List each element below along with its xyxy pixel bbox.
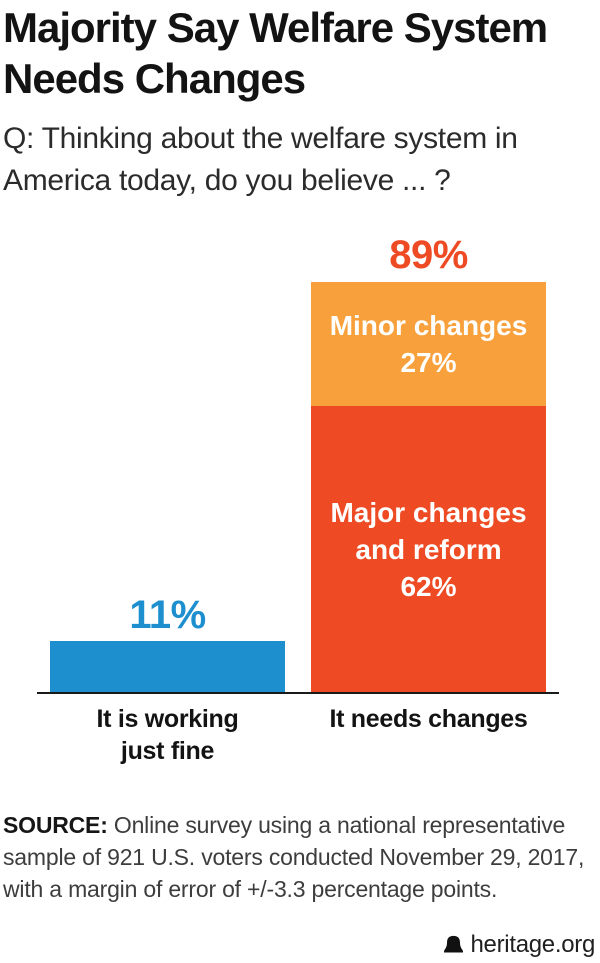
bar-needs-changes: Minor changes 27% Major changes and refo… (311, 282, 546, 692)
survey-question-line2: America today, do you believe ... ? (3, 164, 451, 197)
chart-title-line2: Needs Changes (3, 55, 306, 102)
category-label-needs-changes: It needs changes (329, 705, 528, 733)
survey-question-line1: Q: Thinking about the welfare system in (3, 122, 518, 155)
source-line1: Online survey using a national represent… (113, 812, 566, 838)
heritage-bell-icon (443, 935, 463, 953)
category-label-working-fine-line1: It is working (96, 705, 239, 733)
segment-minor-changes-value: 27% (400, 347, 457, 378)
segment-major-changes-label-line2: and reform (355, 533, 502, 565)
source-line2: sample of 921 U.S. voters conducted Nove… (3, 844, 585, 870)
segment-major-changes-label-line1: Major changes (330, 496, 527, 528)
category-label-working-fine: It is working just fine (50, 703, 285, 767)
total-value-label-needs-changes: 89% (389, 233, 468, 277)
chart-title-line1: Majority Say Welfare System (3, 4, 548, 51)
x-axis-line (37, 692, 559, 694)
segment-major-changes: Major changes and reform 62% (311, 406, 546, 692)
category-label-working-fine-line2: just fine (120, 737, 215, 765)
source-note: SOURCE: Online survey using a national r… (3, 809, 593, 905)
brand-footer: heritage.org (443, 931, 596, 959)
segment-minor-changes: Minor changes 27% (311, 282, 546, 406)
survey-question: Q: Thinking about the welfare system in … (3, 118, 597, 202)
brand-text: heritage.org (470, 931, 596, 958)
source-line3: with a margin of error of +/-3.3 percent… (3, 876, 498, 902)
segment-minor-changes-label: Minor changes (329, 310, 528, 341)
source-label: SOURCE: (3, 812, 108, 838)
chart-title: Majority Say Welfare System Needs Change… (3, 2, 597, 104)
segment-major-changes-value: 62% (400, 570, 457, 602)
total-value-label-working-fine: 11% (129, 593, 206, 637)
bar-working-just-fine (50, 641, 285, 692)
